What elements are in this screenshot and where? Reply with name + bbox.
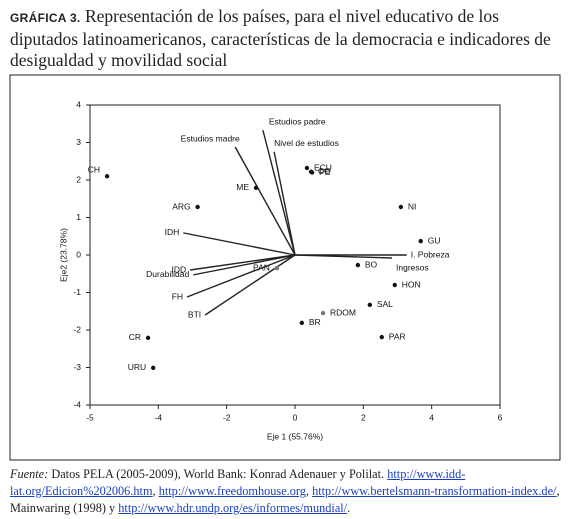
- y-tick-label: 2: [76, 174, 81, 184]
- frame: [9, 74, 561, 461]
- vector-label: BTI: [188, 309, 201, 319]
- title: GRÁFICA 3. Representación de los países,…: [10, 6, 560, 71]
- point: [355, 262, 361, 268]
- vector-label: IDH: [165, 227, 180, 237]
- vector: [204, 254, 296, 316]
- point-label: SAL: [377, 299, 393, 309]
- separator: ,: [305, 484, 309, 498]
- point-label: PAR: [389, 331, 406, 341]
- y-tick-label: 0: [76, 249, 81, 259]
- point: [299, 320, 305, 326]
- footer-label: Fuente:: [10, 467, 49, 481]
- title-text: Representación de los países, para el ni…: [10, 6, 551, 70]
- x-axis-label: Eje 1 (55.76%): [267, 431, 323, 441]
- vector-label: I. Pobreza: [411, 249, 450, 259]
- vector: [186, 254, 296, 298]
- point-label: ECU: [314, 162, 332, 172]
- point: [253, 185, 259, 191]
- title-label: GRÁFICA 3.: [10, 11, 81, 25]
- y-tick-label: -4: [73, 399, 81, 409]
- vector-label: FH: [172, 291, 183, 301]
- point: [145, 335, 151, 341]
- x-tick-label: 0: [293, 412, 298, 422]
- point-label: NI: [408, 201, 417, 211]
- point: [418, 238, 423, 244]
- y-tick-label: -3: [73, 362, 81, 372]
- point: [274, 265, 280, 271]
- x-tick-label: 2: [361, 412, 366, 422]
- point-label: ME: [236, 182, 249, 192]
- point-label: ARG: [172, 201, 190, 211]
- point: [367, 302, 373, 308]
- point: [195, 204, 200, 210]
- vector: [193, 254, 296, 276]
- point-label: URU: [128, 362, 146, 372]
- vector: [294, 254, 393, 259]
- point-label: PAN: [253, 262, 270, 272]
- point: [309, 170, 315, 175]
- y-tick-label: -2: [73, 324, 81, 334]
- x-tick-label: -5: [86, 412, 94, 422]
- y-tick-label: 1: [76, 212, 81, 222]
- x-tick-label: -2: [223, 412, 231, 422]
- footer: Fuente: Datos PELA (2005-2009), World Ba…: [10, 466, 562, 517]
- vector: [183, 232, 296, 256]
- vector-label: Estudios padre: [269, 116, 326, 126]
- vector: [190, 254, 296, 271]
- y-axis-label: Eje2 (23.78%): [58, 228, 68, 282]
- x-tick-label: 4: [429, 412, 434, 422]
- y-tick-label: 4: [76, 99, 81, 109]
- point-label: GU: [428, 235, 441, 245]
- point-label: CR: [129, 332, 141, 342]
- vector: [262, 129, 296, 256]
- vector-label: Durabilidad: [146, 269, 189, 279]
- link[interactable]: http://www.freedomhouse.org: [158, 484, 306, 498]
- link[interactable]: http://www.idd-lat.org/Edicion%202006.ht…: [10, 467, 466, 498]
- x-tick-label: 6: [498, 412, 503, 422]
- point: [398, 204, 404, 210]
- point: [104, 174, 110, 179]
- point-label: PE: [319, 167, 331, 177]
- footer-text: Mainwaring (1998) y: [10, 501, 116, 515]
- point: [304, 165, 310, 171]
- footer-text: Datos PELA (2005-2009), World Bank: Konr…: [51, 467, 385, 481]
- point: [379, 334, 384, 340]
- link[interactable]: http://www.bertelsmann-transformation-in…: [312, 484, 557, 498]
- link[interactable]: http://www.hdr.undp.org/es/informes/mund…: [118, 501, 348, 515]
- point-label: CO: [318, 166, 331, 176]
- x-tick-label: -4: [155, 412, 163, 422]
- point-label: BO: [365, 259, 378, 269]
- vector-label: Nivel de estudios: [274, 138, 339, 148]
- point-label: BR: [309, 317, 321, 327]
- vector-label: Ingresos: [396, 262, 429, 272]
- footer-end: .: [347, 501, 351, 515]
- point-label: CH: [88, 165, 100, 175]
- point: [151, 365, 156, 371]
- y-tick-label: -1: [73, 287, 81, 297]
- point: [320, 310, 326, 316]
- vector: [273, 151, 296, 256]
- point: [392, 282, 397, 288]
- y-tick-label: 3: [76, 137, 81, 147]
- vector-label: Estudios madre: [181, 133, 240, 143]
- point-label: RDOM: [330, 307, 356, 317]
- vector: [234, 146, 296, 256]
- separator: ,: [152, 484, 156, 498]
- separator: ,: [556, 484, 560, 498]
- point-label: HON: [402, 279, 421, 289]
- vector-label: IDD: [171, 264, 186, 274]
